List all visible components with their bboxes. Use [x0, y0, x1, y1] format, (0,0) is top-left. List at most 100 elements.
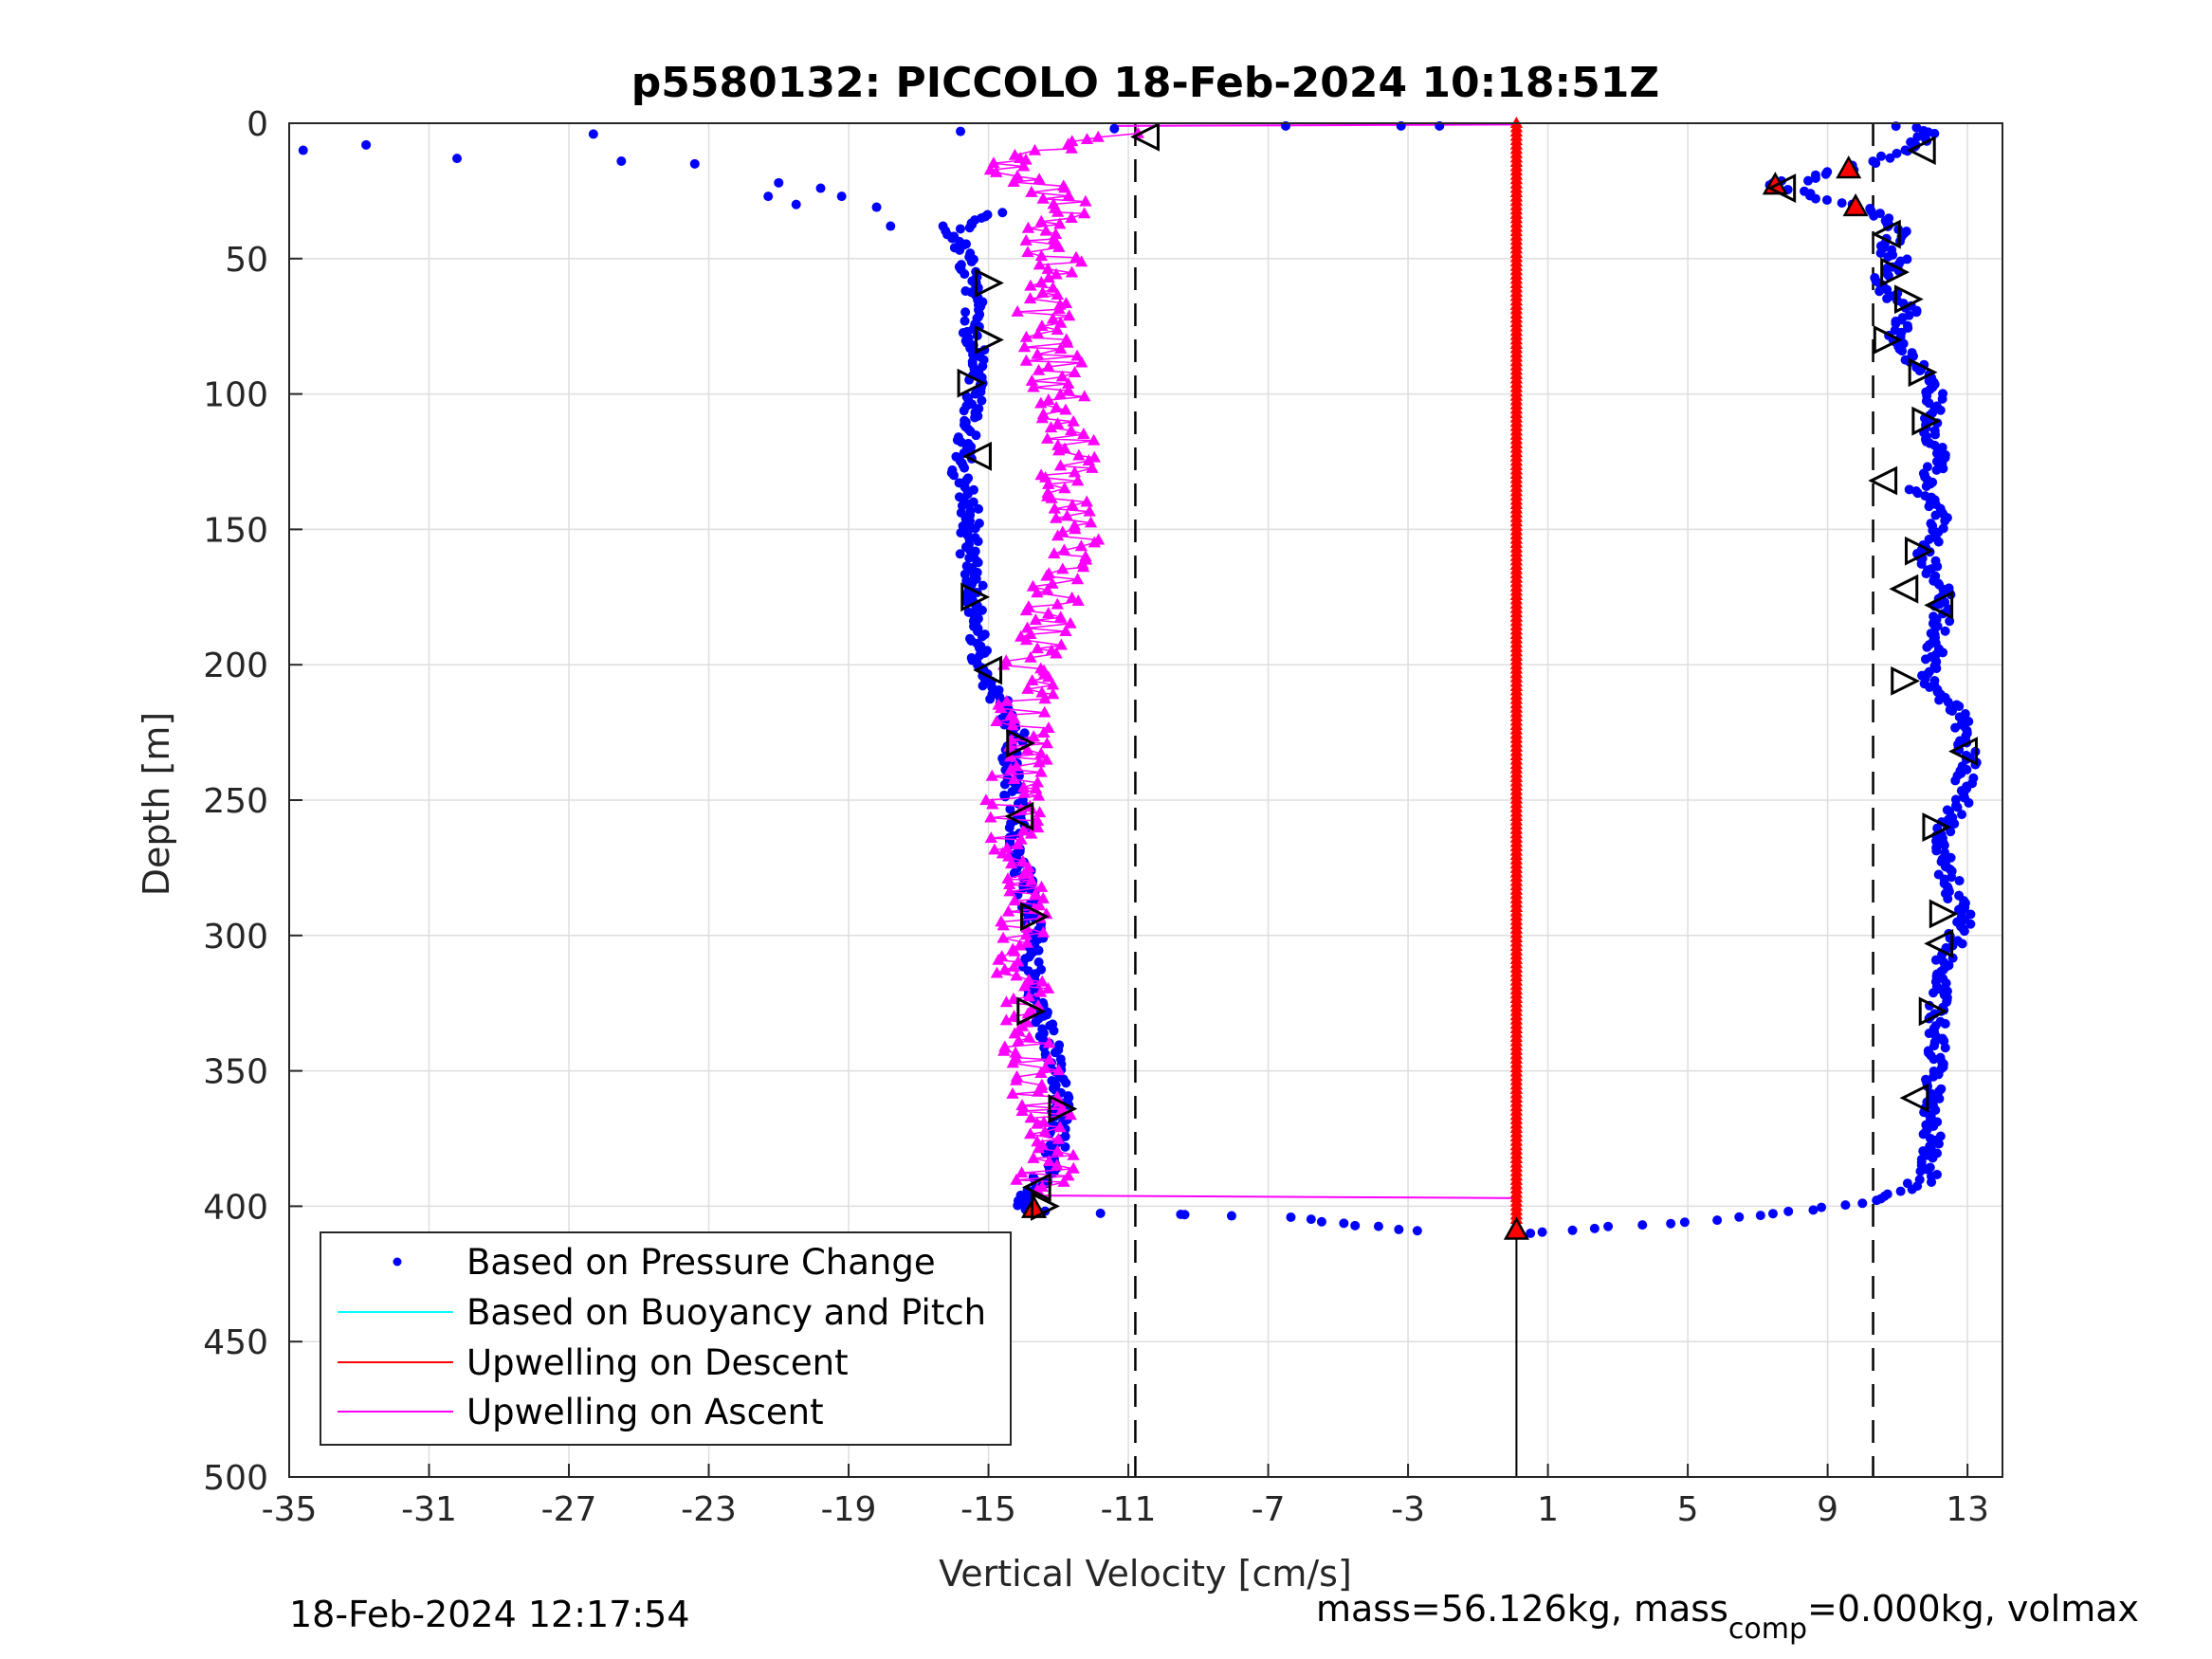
ascent-upwelling-point [1066, 591, 1079, 603]
ascent-upwelling-point [1048, 547, 1061, 559]
pitch-marker-right [1016, 996, 1047, 1027]
ascent-upwelling-point [1055, 370, 1069, 382]
ascent-upwelling-point [1062, 189, 1075, 201]
pressure-change-point [616, 155, 627, 166]
y-tick-label: 50 [225, 241, 268, 280]
legend-label-ascent: Upwelling on Ascent [466, 1392, 824, 1432]
ascent-upwelling-point [1015, 1104, 1029, 1116]
ascent-upwelling-point [1062, 376, 1075, 389]
ascent-upwelling-point [1033, 173, 1046, 185]
pitch-marker-left [973, 655, 1003, 685]
pitch-marker-right [1904, 536, 1934, 566]
ascent-upwelling-point [1031, 1117, 1044, 1129]
ascent-upwelling-point [1055, 1102, 1069, 1114]
pressure-change-point [1817, 1202, 1827, 1212]
ascent-upwelling-point [1022, 1030, 1036, 1043]
pressure-change-point [1950, 775, 1961, 786]
pitch-marker-left [1871, 219, 1901, 249]
ascent-upwelling-point [1034, 747, 1048, 758]
ascent-upwelling-point [1035, 411, 1050, 424]
ascent-upwelling-point [1053, 1121, 1067, 1133]
pressure-change-point [1929, 988, 1939, 998]
legend-label-descent: Upwelling on Descent [466, 1342, 849, 1383]
ascent-upwelling-point [1071, 474, 1085, 486]
y-tick-label: 0 [247, 105, 268, 144]
x-tick-label: 13 [1946, 1490, 1989, 1529]
ascent-upwelling-point [1032, 821, 1045, 833]
ascent-connector-line [1016, 1194, 1517, 1199]
ascent-upwelling-point [1031, 347, 1044, 359]
ascent-upwelling-point [1080, 495, 1093, 507]
ascent-upwelling-point [999, 1013, 1013, 1026]
ascent-upwelling-point [1019, 330, 1033, 342]
pressure-change-point [970, 533, 980, 543]
pressure-change-point [965, 248, 976, 259]
ascent-upwelling-point [988, 843, 1001, 855]
ascent-upwelling-point [1053, 217, 1067, 229]
footer-mass-prefix: mass=56.126kg, mass [1316, 1588, 1728, 1630]
ascent-upwelling-point [1088, 536, 1101, 548]
ascent-upwelling-point [1021, 246, 1034, 258]
ascent-upwelling-point [1038, 705, 1051, 718]
ascent-upwelling-point [1021, 682, 1034, 694]
ascent-upwelling-point [1045, 491, 1058, 503]
ascent-upwelling-point [1041, 982, 1055, 994]
pressure-change-point [1821, 194, 1832, 205]
ascent-upwelling-point [1002, 878, 1016, 889]
ascent-upwelling-point [996, 931, 1010, 943]
y-tick-label: 300 [203, 918, 268, 957]
pitch-marker-left [1948, 737, 1978, 767]
pressure-change-point [956, 260, 966, 270]
ascent-upwelling-point [1051, 205, 1065, 217]
ascent-upwelling-point [1061, 336, 1074, 348]
ascent-upwelling-point [1006, 1056, 1019, 1068]
ascent-connector-line [1110, 123, 1517, 127]
pitch-marker-right [957, 368, 987, 398]
y-tick-label: 350 [203, 1053, 268, 1092]
ascent-upwelling-point [990, 165, 1003, 177]
ascent-upwelling-point [1065, 424, 1078, 436]
ascent-upwelling-point [1008, 944, 1021, 957]
pressure-change-point [1286, 1212, 1296, 1222]
pressure-change-point [1957, 810, 1967, 820]
pressure-change-point [968, 484, 978, 495]
ascent-upwelling-point [1031, 775, 1044, 788]
ascent-upwelling-point [1019, 633, 1033, 646]
ascent-upwelling-point [1039, 224, 1052, 236]
ascent-upwelling-point [1016, 823, 1031, 835]
pressure-change-point [956, 126, 966, 137]
ascent-upwelling-point [1031, 642, 1044, 654]
ascent-upwelling-point [1071, 594, 1085, 607]
ascent-upwelling-point [1052, 444, 1066, 456]
ascent-upwelling-point [1034, 880, 1049, 892]
pressure-change-point [1929, 128, 1940, 138]
pressure-change-point [1060, 1131, 1070, 1141]
ascent-upwelling-point [1024, 1127, 1037, 1139]
pressure-change-point [961, 561, 972, 572]
pressure-change-point [1837, 198, 1847, 209]
pressure-change-point [1637, 1220, 1648, 1231]
ascent-upwelling-point [1038, 1124, 1051, 1137]
ascent-upwelling-point [1038, 692, 1051, 704]
ascent-upwelling-point [1070, 573, 1085, 585]
pressure-change-point [1912, 488, 1923, 499]
ascent-upwelling-point [1027, 1151, 1040, 1163]
pressure-change-point [1036, 964, 1047, 975]
pressure-change-point [974, 503, 984, 514]
ascent-upwelling-point [1006, 719, 1019, 731]
ascent-upwelling-point [1035, 975, 1049, 987]
ascent-upwelling-point [1033, 756, 1046, 768]
pressure-change-point [938, 221, 948, 231]
ascent-upwelling-point [1017, 340, 1032, 353]
ascent-upwelling-point [1044, 421, 1058, 433]
pressure-change-point [1947, 872, 1957, 883]
ascent-upwelling-point [1080, 133, 1094, 145]
descent-upwelling-marker [1503, 1216, 1529, 1240]
x-tick-label: -19 [821, 1490, 877, 1529]
ascent-upwelling-point [1027, 730, 1040, 741]
ascent-upwelling-point [984, 811, 997, 823]
ascent-upwelling-point [1051, 417, 1065, 429]
ascent-upwelling-point [1021, 221, 1035, 233]
tick-labels: -35 -31 -27 -23 -19 -15 -11 -7 -3 1 5 9 130501001502… [203, 105, 1989, 1529]
pressure-change-point [1019, 728, 1030, 738]
